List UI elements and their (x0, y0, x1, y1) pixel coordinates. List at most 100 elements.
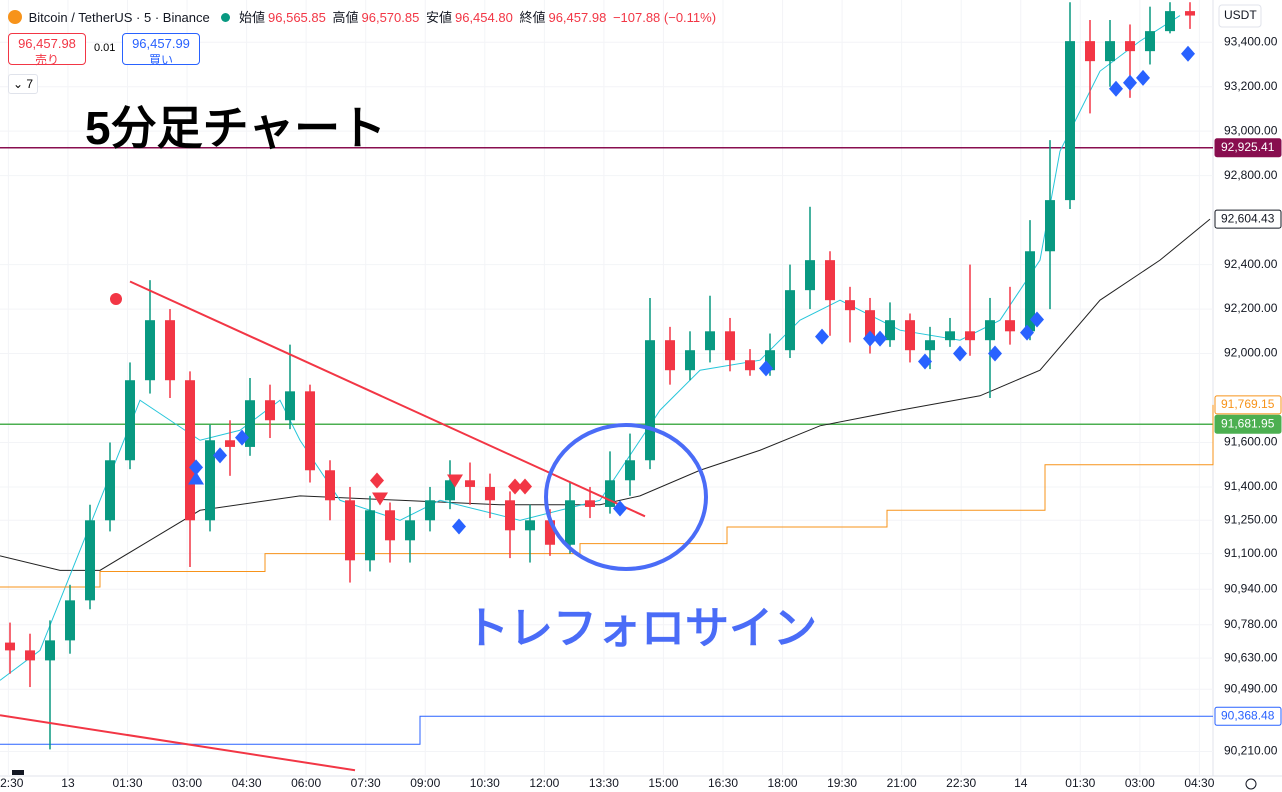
price-label: 91,769.15 (1214, 395, 1282, 415)
ohlc-value: 96,570.85 (361, 10, 420, 25)
candle-body (105, 460, 115, 521)
x-tick-label: 04:30 (232, 776, 262, 790)
signal-marker (370, 472, 384, 489)
x-tick-label: 09:00 (410, 776, 440, 790)
y-tick-label: 91,250.00 (1224, 512, 1278, 526)
candle-body (685, 350, 695, 371)
candle-body (45, 640, 55, 661)
signal-marker (613, 500, 627, 517)
candle-body (385, 510, 395, 541)
tv-logo-mark (12, 770, 24, 775)
annotation-signal: トレフォロサイン (465, 604, 817, 653)
price-label-box (1214, 395, 1282, 415)
candle-body (365, 510, 375, 561)
x-tick-label: 01:30 (1065, 776, 1095, 790)
candle-body (925, 340, 935, 351)
indicator-line (0, 218, 1211, 571)
candle-body (565, 500, 575, 545)
x-tick-label: 01:30 (112, 776, 142, 790)
candle-body (885, 320, 895, 341)
candle-body (1165, 11, 1175, 32)
x-tick-label: 18:00 (768, 776, 798, 790)
y-tick-label: 90,210.00 (1224, 744, 1278, 758)
candle-body (1025, 251, 1035, 332)
candle-body (945, 331, 955, 341)
candle-body (165, 320, 175, 381)
signal-marker (508, 478, 522, 495)
signal-marker (873, 330, 887, 347)
y-tick-label: 92,800.00 (1224, 168, 1278, 182)
ohlc-value: 96,457.98 (548, 10, 607, 25)
candle-body (545, 520, 555, 545)
highlight-circle (544, 423, 708, 571)
signal-marker (863, 330, 877, 347)
x-tick-label: 16:30 (708, 776, 738, 790)
sell-button[interactable]: 96,457.98 売り (8, 33, 86, 67)
buy-price: 96,457.99 (132, 36, 190, 51)
candle-body (905, 320, 915, 351)
trendline (129, 280, 646, 518)
price-label-text: 91,769.15 (1221, 397, 1275, 411)
x-tick-label: 14 (1014, 776, 1028, 790)
x-tick-label: 03:00 (172, 776, 202, 790)
ohlc-value: 96,565.85 (268, 10, 326, 25)
price-label-text: 90,368.48 (1221, 708, 1275, 722)
candle-body (205, 440, 215, 521)
currency: USDT (1224, 8, 1257, 22)
candle-body (665, 340, 675, 371)
y-tick-label: 92,400.00 (1224, 257, 1278, 271)
ohlc-label: 始値 (239, 10, 266, 25)
candle-body (525, 520, 535, 531)
x-tick-label: 19:30 (827, 776, 857, 790)
candle-body (85, 520, 95, 601)
price-label-text: 92,604.43 (1221, 211, 1275, 225)
candle-body (125, 380, 135, 461)
signal-marker (1109, 80, 1123, 97)
signal-marker (452, 518, 466, 535)
candle-body (25, 650, 35, 661)
buy-button[interactable]: 96,457.99 買い (122, 33, 200, 67)
candle-body (1005, 320, 1015, 332)
y-tick-label: 90,780.00 (1224, 617, 1278, 631)
signal-marker (372, 492, 388, 506)
signal-marker (188, 471, 204, 485)
settings-icon (1245, 778, 1257, 790)
candle-body (485, 486, 495, 501)
indicator-line (0, 715, 1213, 745)
buy-label: 買い (148, 53, 173, 67)
price-label: 92,925.41 (1214, 138, 1282, 158)
candle-body (645, 340, 655, 461)
signal-marker (988, 345, 1002, 362)
candle-body (965, 331, 975, 341)
trendline (0, 714, 356, 772)
candle-body (465, 480, 475, 487)
candle-body (245, 400, 255, 447)
indicator-line (0, 404, 1214, 588)
candle-body (305, 391, 315, 471)
candle-body (225, 440, 235, 447)
price-label-box (1214, 209, 1282, 229)
symbol[interactable]: Bitcoin / TetherUS · 5 · Binance (28, 10, 210, 25)
y-tick-label: 90,490.00 (1224, 681, 1278, 695)
x-tick-label: 22:30 (946, 776, 976, 790)
signal-marker (953, 345, 967, 362)
signal-marker (447, 474, 463, 488)
x-tick-label: 15:00 (648, 776, 678, 790)
symbol-bar: Bitcoin / TetherUS · 5 · Binance 始値 96,56… (8, 7, 719, 26)
signal-marker (1181, 45, 1195, 62)
indicator-toggle[interactable]: ⌄ 7 (8, 74, 38, 94)
candle-body (1045, 200, 1055, 252)
candle-body (1185, 11, 1195, 16)
y-tick-label: 90,630.00 (1224, 650, 1278, 664)
price-label-box (1214, 138, 1282, 158)
candle-body (325, 470, 335, 501)
candle-body (1085, 41, 1095, 62)
x-tick-label: 13:30 (589, 776, 619, 790)
candle-body (985, 320, 995, 341)
annotation-title: 5分足チャート (85, 102, 387, 154)
y-tick-label: 93,000.00 (1224, 123, 1278, 137)
candle-body (805, 260, 815, 291)
price-label-text: 92,925.41 (1221, 140, 1275, 154)
candle-body (725, 331, 735, 361)
